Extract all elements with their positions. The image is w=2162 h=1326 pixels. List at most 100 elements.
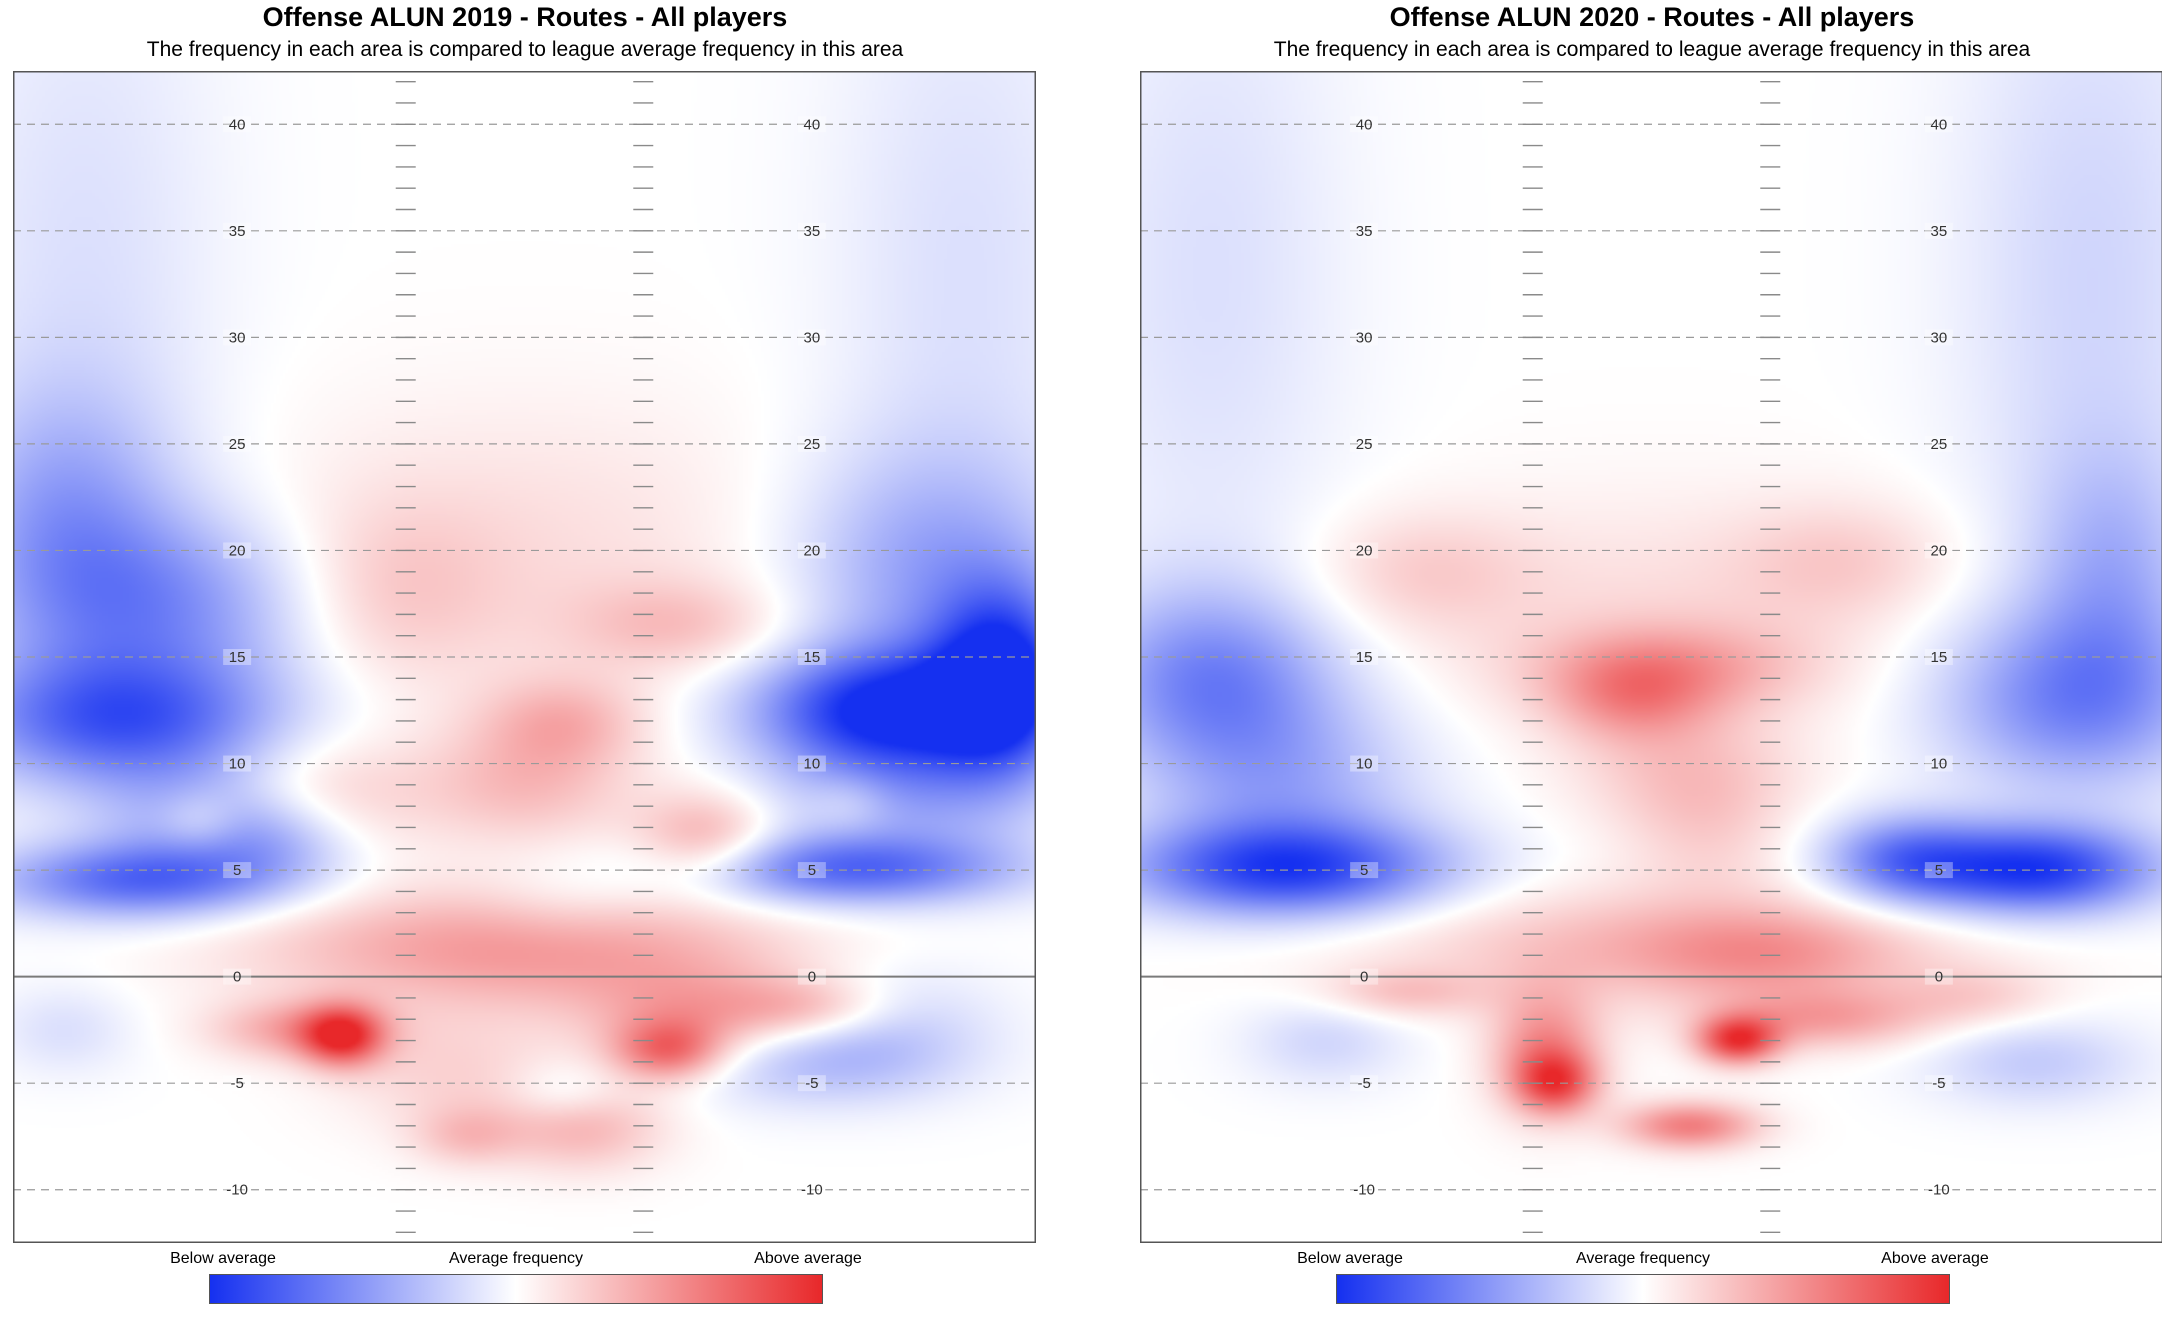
yard-number-label: 40 (1931, 116, 1948, 133)
yard-label-bg (1924, 649, 1953, 665)
yard-label-bg (1350, 116, 1379, 133)
yard-number-label: 30 (804, 329, 821, 346)
yard-number-label: 30 (1931, 329, 1948, 346)
legend-color-bar (1336, 1274, 1950, 1304)
yard-number-label: -5 (1357, 1075, 1370, 1092)
yard-label-bg (1924, 862, 1953, 879)
heatmap-field: 40 35 30 25 20 15 10 5 0 -5 -10 40 35 30 25 20 15 10 5 0 -5 -… (1140, 71, 2162, 1243)
yard-number-label: 15 (1356, 649, 1373, 666)
yard-label-bg (1924, 116, 1953, 133)
chart-panel-2019: Offense ALUN 2019 - Routes - All players… (13, 2, 1036, 1304)
legend-label-average: Average frequency (448, 1250, 584, 1267)
yard-label-bg (797, 435, 826, 452)
yard-number-label: -10 (1353, 1182, 1375, 1199)
yard-number-label: 25 (229, 436, 246, 453)
yard-label-bg (223, 222, 252, 239)
yard-number-label: 15 (229, 649, 246, 666)
yard-label-bg (797, 1075, 826, 1092)
yard-label-bg (223, 862, 252, 879)
yard-number-label: 0 (1935, 969, 1943, 986)
yard-number-label: 5 (808, 862, 816, 879)
yard-label-bg (1924, 222, 1953, 239)
yard-label-bg (1924, 542, 1953, 559)
yard-label-bg (1350, 542, 1379, 559)
yard-number-label: 10 (229, 756, 246, 773)
yard-number-label: 30 (1356, 329, 1373, 346)
yard-number-label: 0 (233, 969, 241, 986)
yard-label-bg (223, 329, 252, 346)
yard-number-label: -10 (801, 1182, 823, 1199)
yard-label-bg (1924, 1075, 1953, 1092)
yard-label-bg (1924, 435, 1953, 452)
yard-label-bg (1924, 755, 1953, 772)
yard-number-label: 0 (808, 969, 816, 986)
yard-number-label: -5 (230, 1075, 243, 1092)
yard-number-label: 10 (1356, 756, 1373, 773)
yard-label-bg (1350, 435, 1379, 452)
yard-label-bg (797, 755, 826, 772)
chart-subtitle: The frequency in each area is compared t… (1273, 38, 2031, 61)
yard-number-label: 15 (1931, 649, 1948, 666)
yard-label-bg (223, 435, 252, 452)
yard-number-label: 20 (1356, 542, 1373, 559)
yard-label-bg (223, 755, 252, 772)
yard-number-label: 20 (804, 542, 821, 559)
yard-number-label: 5 (233, 862, 241, 879)
yard-label-bg (1350, 968, 1379, 985)
yard-number-label: 5 (1360, 862, 1368, 879)
plot-frame (1140, 71, 2162, 1243)
yard-number-label: -5 (1932, 1075, 1945, 1092)
yard-label-bg (1924, 968, 1953, 985)
yard-label-bg (223, 1075, 252, 1092)
yard-number-label: 25 (1931, 436, 1948, 453)
chart-title: Offense ALUN 2020 - Routes - All players (1389, 2, 1915, 32)
yard-label-bg (1350, 755, 1379, 772)
yard-number-label: -5 (805, 1075, 818, 1092)
yard-number-label: 0 (1360, 969, 1368, 986)
yard-number-label: 10 (1931, 756, 1948, 773)
legend-label-below: Below average (170, 1250, 276, 1267)
yard-number-label: 20 (1931, 542, 1948, 559)
yard-label-bg (797, 968, 826, 985)
legend-color-bar (209, 1274, 823, 1304)
legend-label-above: Above average (754, 1250, 862, 1267)
yard-label-bg (1350, 649, 1379, 665)
yard-number-label: 35 (229, 223, 246, 240)
yard-label-bg (797, 116, 826, 133)
yard-number-label: 35 (1356, 223, 1373, 240)
yard-label-bg (797, 1181, 826, 1198)
yard-number-label: 5 (1935, 862, 1943, 879)
plot-frame (13, 71, 1036, 1243)
chart-panel-2020: Offense ALUN 2020 - Routes - All players… (1127, 0, 2162, 1326)
yard-label-bg (223, 116, 252, 133)
yard-label-bg (797, 649, 826, 665)
yard-number-label: 35 (1931, 223, 1948, 240)
yard-label-bg (1350, 222, 1379, 239)
yard-label-bg (223, 542, 252, 559)
yard-number-label: -10 (226, 1182, 248, 1199)
yard-number-label: 40 (229, 116, 246, 133)
yard-number-label: -10 (1928, 1182, 1950, 1199)
chart-subtitle: The frequency in each area is compared t… (146, 38, 904, 61)
yard-number-label: 40 (1356, 116, 1373, 133)
legend-label-above: Above average (1881, 1250, 1989, 1267)
yard-label-bg (223, 1181, 252, 1198)
yard-label-bg (1350, 1075, 1379, 1092)
yard-label-bg (797, 222, 826, 239)
chart-title: Offense ALUN 2019 - Routes - All players (262, 2, 788, 32)
yard-label-bg (1350, 329, 1379, 346)
yard-label-bg (1350, 862, 1379, 879)
yard-number-label: 40 (804, 116, 821, 133)
yard-number-label: 30 (229, 329, 246, 346)
yard-label-bg (1924, 1181, 1953, 1198)
legend-label-below: Below average (1297, 1250, 1403, 1267)
yard-label-bg (797, 329, 826, 346)
yard-number-label: 25 (1356, 436, 1373, 453)
yard-label-bg (223, 649, 252, 665)
yard-number-label: 35 (804, 223, 821, 240)
yard-label-bg (797, 542, 826, 559)
yard-label-bg (797, 862, 826, 879)
yard-label-bg (1350, 1181, 1379, 1198)
yard-label-bg (223, 968, 252, 985)
yard-label-bg (1924, 329, 1953, 346)
